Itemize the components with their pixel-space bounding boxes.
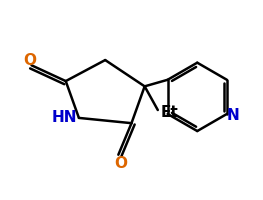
Text: HN: HN [52,110,77,124]
Text: O: O [24,53,37,68]
Text: O: O [114,155,128,170]
Text: N: N [227,108,240,123]
Text: Et: Et [161,104,179,119]
